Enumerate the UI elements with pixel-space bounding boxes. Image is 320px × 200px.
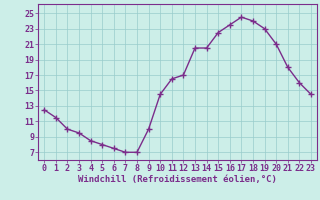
X-axis label: Windchill (Refroidissement éolien,°C): Windchill (Refroidissement éolien,°C)	[78, 175, 277, 184]
